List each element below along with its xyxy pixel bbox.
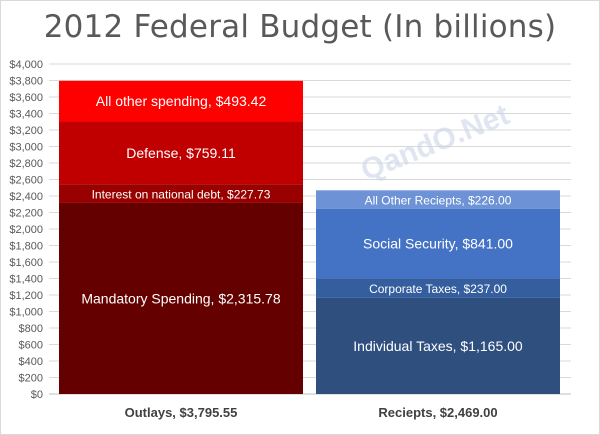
y-tick-label: $2,600: [9, 175, 43, 187]
segment-label: Defense, $759.11: [126, 145, 236, 161]
y-tick-label: $3,200: [9, 125, 43, 137]
y-tick-label: $1,800: [9, 241, 43, 253]
y-tick-label: $2,000: [9, 224, 43, 236]
segment-labels: Mandatory Spending, $2,315.78 Interest on…: [81, 93, 523, 354]
chart-title: 2012 Federal Budget (In billions): [43, 9, 557, 45]
bar-segment: [59, 80, 303, 122]
y-tick-label: $3,600: [9, 92, 43, 104]
segment-label: Interest on national debt, $227.73: [92, 188, 271, 202]
y-tick-label: $1,000: [9, 307, 43, 319]
bar-segment: [316, 190, 560, 209]
bar-segment: [59, 121, 303, 185]
segment-label: Social Security, $841.00: [363, 236, 513, 252]
y-tick-label: $3,400: [9, 109, 43, 121]
bar-segment: [316, 297, 560, 394]
segment-label: Corporate Taxes, $237.00: [369, 282, 507, 296]
watermark: QandO.Net: [356, 98, 514, 187]
segment-label: All other spending, $493.42: [96, 93, 267, 109]
y-tick-label: $2,200: [9, 208, 43, 220]
y-tick-label: $200: [19, 373, 43, 385]
y-tick-label: $0: [31, 389, 43, 401]
y-axis-ticks: $0 $200 $400 $600 $800 $1,000 $1,200 $1,400 $1,6…: [9, 59, 43, 401]
bar-segment: [59, 202, 303, 394]
y-tick-label: $4,000: [9, 59, 43, 71]
y-tick-label: $1,600: [9, 257, 43, 269]
y-tick-label: $800: [19, 323, 43, 335]
y-tick-label: $3,000: [9, 142, 43, 154]
y-tick-label: $2,400: [9, 191, 43, 203]
bar-segment: [316, 208, 560, 279]
segment-label: All Other Reciepts, $226.00: [365, 194, 512, 208]
bar-segment: [59, 184, 303, 203]
category-label: Reciepts, $2,469.00: [378, 405, 497, 420]
y-tick-label: $600: [19, 340, 43, 352]
segment-label: Mandatory Spending, $2,315.78: [81, 290, 280, 306]
y-tick-label: $1,400: [9, 274, 43, 286]
y-tick-label: $400: [19, 356, 43, 368]
y-tick-label: $3,800: [9, 76, 43, 88]
y-tick-label: $1,200: [9, 290, 43, 302]
y-tick-label: $2,800: [9, 158, 43, 170]
category-label: Outlays, $3,795.55: [125, 405, 238, 420]
bars: [59, 80, 560, 394]
segment-label: Individual Taxes, $1,165.00: [353, 338, 523, 354]
bar-segment: [316, 278, 560, 298]
category-labels: Outlays, $3,795.55 Reciepts, $2,469.00: [125, 405, 498, 420]
